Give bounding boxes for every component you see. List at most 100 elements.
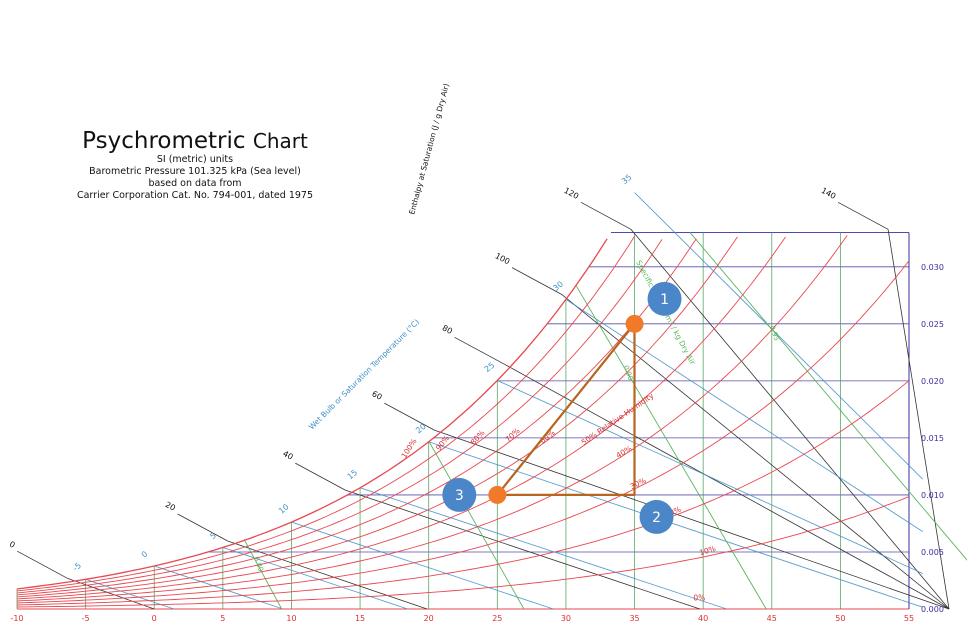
relative-humidity-curve bbox=[16, 235, 848, 602]
wet-bulb-axis-title: Wet Bulb or Saturation Temperature (°C) bbox=[307, 317, 421, 431]
wet-bulb-line bbox=[428, 441, 923, 608]
relative-humidity-curve bbox=[16, 236, 786, 600]
wet-bulb-line bbox=[359, 487, 727, 610]
x-tick-label: 50 bbox=[835, 614, 845, 623]
enthalpy-scale-tick bbox=[511, 267, 563, 295]
wet-bulb-tick-label: 35 bbox=[620, 173, 634, 186]
enthalpy-axis-title: Enthalpy at Saturation (J / g Dry Air) bbox=[407, 82, 451, 215]
state-point-marker bbox=[625, 314, 644, 333]
wet-bulb-line bbox=[634, 192, 924, 480]
y-tick-label: 0.015 bbox=[921, 434, 944, 443]
x-tick-label: 25 bbox=[492, 614, 502, 623]
y-tick-label: 0.020 bbox=[921, 377, 944, 386]
subtitle-pressure: Barometric Pressure 101.325 kPa (Sea lev… bbox=[89, 166, 301, 177]
state-point-badge bbox=[442, 477, 477, 512]
enthalpy-scale-tick bbox=[177, 513, 228, 542]
specific-volume-line bbox=[244, 540, 283, 610]
enthalpy-scale-tick bbox=[384, 402, 435, 431]
enthalpy-line bbox=[887, 229, 950, 610]
relative-humidity-curve bbox=[16, 236, 738, 598]
y-tick-label: 0.000 bbox=[921, 605, 944, 614]
state-point-label: 2 bbox=[652, 510, 661, 526]
wet-bulb-tick-label: 15 bbox=[346, 468, 360, 481]
enthalpy-tick-label: 0 bbox=[8, 540, 17, 550]
x-tick-label: 5 bbox=[220, 614, 225, 623]
x-tick-label: 30 bbox=[561, 614, 571, 623]
enthalpy-line bbox=[504, 363, 950, 610]
chart-title-word-1: Psychrometric bbox=[82, 128, 246, 154]
specific-volume-tick-label: 0.80 bbox=[252, 555, 265, 572]
enthalpy-tick-label: 60 bbox=[370, 389, 383, 402]
wet-bulb-tick-label: 20 bbox=[414, 422, 428, 435]
x-tick-label: 10 bbox=[286, 614, 296, 623]
chart-title: Psychrometric Chart bbox=[40, 128, 350, 154]
x-tick-label: 20 bbox=[424, 614, 434, 623]
wet-bulb-tick-label: -5 bbox=[71, 561, 83, 573]
enthalpy-tick-label: 40 bbox=[281, 449, 294, 462]
relative-humidity-curve bbox=[16, 238, 608, 590]
relative-humidity-curve bbox=[16, 238, 697, 596]
enthalpy-scale-tick bbox=[837, 201, 889, 230]
state-point-badge bbox=[639, 499, 674, 534]
relative-humidity-label: 100% bbox=[399, 437, 418, 460]
relative-humidity-curve bbox=[16, 496, 910, 608]
state-point-label: 3 bbox=[455, 488, 464, 504]
enthalpy-line bbox=[227, 540, 428, 610]
y-tick-label: 0.005 bbox=[921, 548, 944, 557]
wet-bulb-tick-label: 25 bbox=[483, 361, 497, 374]
relative-humidity-label: 0% bbox=[693, 593, 705, 602]
enthalpy-scale-tick bbox=[295, 462, 346, 491]
relative-humidity-curve bbox=[16, 239, 663, 594]
x-tick-label: 55 bbox=[904, 614, 914, 623]
enthalpy-tick-label: 80 bbox=[441, 323, 454, 336]
relative-humidity-curve bbox=[16, 236, 635, 592]
enthalpy-scale-tick bbox=[17, 550, 68, 579]
wet-bulb-tick-label: 0 bbox=[140, 549, 150, 559]
subtitle-carrier: Carrier Corporation Cat. No. 794-001, da… bbox=[76, 190, 314, 201]
enthalpy-tick-label: 140 bbox=[820, 186, 838, 201]
enthalpy-line bbox=[434, 429, 950, 610]
wet-bulb-tick-label: 10 bbox=[277, 502, 291, 515]
subtitle-units: SI (metric) units bbox=[156, 154, 234, 165]
y-tick-label: 0.030 bbox=[921, 263, 944, 272]
process-path bbox=[496, 323, 636, 496]
specific-volume-line bbox=[689, 232, 967, 561]
wet-bulb-line bbox=[291, 521, 554, 610]
chart-title-block: Psychrometric Chart SI (metric) units Ba… bbox=[40, 128, 350, 202]
specific-volume-tick-label: 0.95 bbox=[768, 325, 781, 342]
enthalpy-tick-label: 120 bbox=[563, 186, 581, 201]
relative-humidity-curve bbox=[16, 260, 910, 604]
relative-humidity-curve bbox=[16, 380, 910, 606]
relative-humidity-label: 60% bbox=[538, 428, 557, 445]
relative-humidity-label: 70% bbox=[503, 426, 521, 444]
enthalpy-tick-label: 100 bbox=[494, 251, 512, 266]
enthalpy-line bbox=[345, 489, 701, 610]
wet-bulb-line bbox=[565, 299, 923, 533]
enthalpy-scale-tick bbox=[454, 336, 505, 365]
chart-title-word-2: Chart bbox=[252, 129, 308, 153]
relative-humidity-label: 30% bbox=[629, 476, 648, 491]
y-tick-label: 0.010 bbox=[921, 491, 944, 500]
enthalpy-line bbox=[630, 229, 950, 610]
enthalpy-scale-tick bbox=[580, 201, 632, 230]
relative-humidity-label: 40% bbox=[614, 444, 633, 460]
specific-volume-line bbox=[575, 285, 767, 610]
x-tick-label: 15 bbox=[355, 614, 365, 623]
wet-bulb-tick-label: 5 bbox=[208, 531, 218, 541]
enthalpy-line bbox=[67, 577, 155, 610]
state-point-label: 1 bbox=[660, 292, 669, 308]
x-tick-label: 35 bbox=[629, 614, 639, 623]
x-tick-label: 45 bbox=[767, 614, 777, 623]
wet-bulb-tick-label: 30 bbox=[551, 279, 565, 292]
wet-bulb-line bbox=[497, 380, 923, 574]
y-tick-label: 0.025 bbox=[921, 320, 944, 329]
enthalpy-tick-label: 20 bbox=[164, 500, 177, 513]
specific-volume-line bbox=[428, 441, 525, 610]
x-tick-label: -5 bbox=[82, 614, 90, 623]
relative-humidity-label: 50% Relative Humidity bbox=[580, 391, 656, 447]
state-point-badge bbox=[647, 281, 682, 316]
relative-humidity-label: 10% bbox=[698, 544, 717, 557]
x-tick-label: 40 bbox=[698, 614, 708, 623]
x-tick-label: 0 bbox=[152, 614, 157, 623]
